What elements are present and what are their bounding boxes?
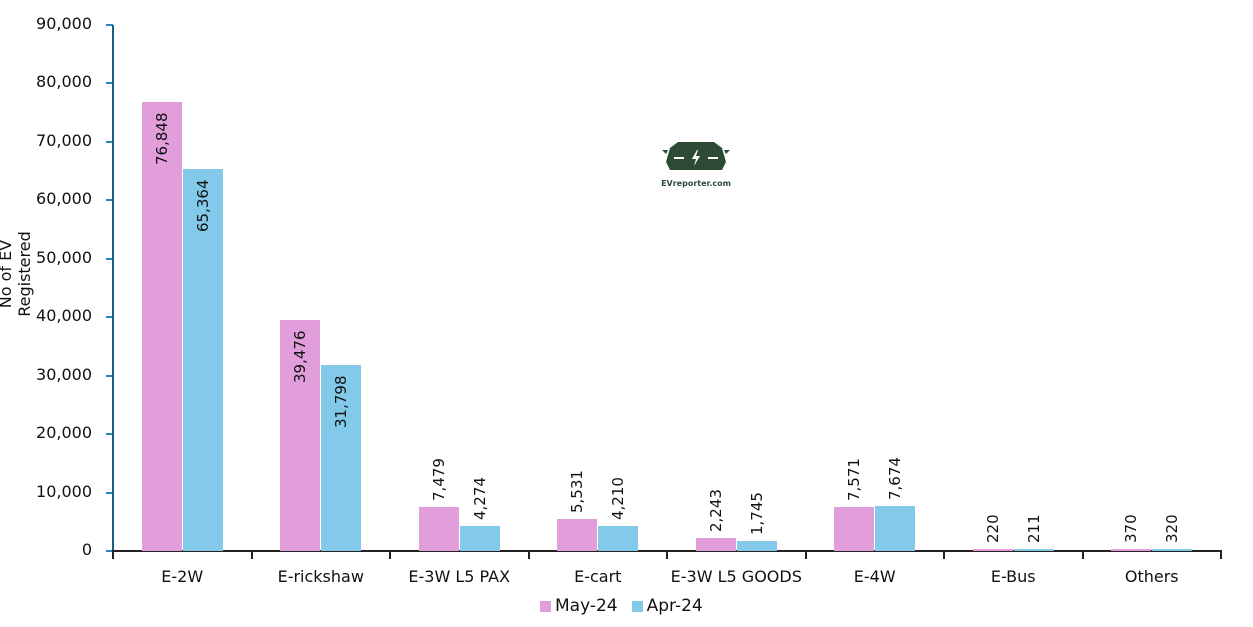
- data-label: 5,531: [568, 469, 587, 513]
- x-category-label: E-3W L5 GOODS: [670, 567, 802, 586]
- y-tick-mark: [106, 433, 113, 436]
- bar-may-24: [972, 549, 1013, 551]
- bar-apr-24: [1013, 549, 1054, 551]
- x-category-label: E-2W: [161, 567, 204, 586]
- bar-apr-24: [875, 506, 916, 551]
- x-tick-mark: [804, 551, 807, 559]
- x-tick-mark: [389, 551, 391, 559]
- data-label: 220: [983, 514, 1002, 543]
- y-tick-mark: [106, 140, 113, 143]
- x-tick-mark: [527, 551, 530, 559]
- y-tick-mark: [106, 491, 113, 494]
- data-label: 7,674: [886, 457, 905, 501]
- y-tick-label: 90,000: [36, 14, 92, 33]
- data-label: 211: [1024, 514, 1043, 543]
- bar-may-24: [280, 320, 321, 551]
- data-label: 39,476: [291, 330, 310, 384]
- data-label: 320: [1163, 514, 1182, 543]
- watermark-logo: EVreporter.com: [656, 140, 736, 188]
- x-tick-mark: [1220, 551, 1222, 559]
- x-category-label: Others: [1124, 567, 1179, 586]
- y-tick-mark: [106, 82, 113, 85]
- y-axis-line: [112, 25, 114, 552]
- y-tick-label: 80,000: [36, 72, 92, 92]
- car-charging-icon: [662, 142, 730, 170]
- x-category-label: E-4W: [853, 567, 896, 586]
- x-category-label: E-rickshaw: [277, 567, 364, 586]
- bar-apr-24: [598, 526, 639, 551]
- y-tick-label: 10,000: [36, 481, 92, 501]
- y-tick-mark: [106, 374, 113, 377]
- x-category-label: E-cart: [574, 567, 622, 586]
- legend-item-may: May-24: [540, 596, 618, 616]
- bar-may-24: [418, 507, 459, 551]
- data-label: 31,798: [332, 375, 351, 429]
- x-tick-mark: [112, 551, 114, 559]
- x-category-label: E-3W L5 PAX: [408, 567, 511, 586]
- data-label: 4,210: [609, 477, 628, 521]
- y-tick-label: 30,000: [36, 364, 92, 384]
- data-label: 4,274: [470, 477, 489, 521]
- data-label: 65,364: [193, 179, 212, 233]
- legend: May-24 Apr-24: [540, 596, 711, 616]
- x-tick-mark: [250, 551, 253, 559]
- bar-apr-24: [459, 526, 500, 551]
- y-tick-label: 60,000: [36, 189, 92, 209]
- x-tick-mark: [943, 551, 945, 559]
- bar-apr-24: [321, 365, 362, 551]
- legend-swatch-may: [540, 600, 551, 612]
- bar-may-24: [557, 518, 598, 551]
- legend-label-may: May-24: [555, 596, 618, 616]
- data-label: 2,243: [706, 488, 725, 532]
- y-tick-mark: [106, 257, 113, 260]
- y-tick-label: 50,000: [36, 247, 92, 267]
- data-label: 7,479: [429, 458, 448, 502]
- bar-apr-24: [1152, 549, 1193, 551]
- y-tick-mark: [106, 199, 113, 202]
- y-axis-title: No of EV Registered: [0, 231, 34, 317]
- y-tick-label: 0: [81, 540, 92, 559]
- data-label: 76,848: [152, 112, 171, 166]
- bar-apr-24: [182, 168, 223, 551]
- y-tick-mark: [106, 316, 113, 319]
- bar-apr-24: [736, 540, 777, 551]
- y-tick-mark: [106, 550, 113, 552]
- y-tick-label: 40,000: [36, 306, 92, 326]
- bar-may-24: [834, 506, 875, 551]
- x-tick-mark: [666, 551, 668, 559]
- bar-may-24: [1111, 548, 1152, 551]
- bar-may-24: [695, 537, 736, 551]
- watermark-text: EVreporter.com: [661, 179, 731, 188]
- data-label: 1,745: [747, 491, 766, 535]
- legend-item-apr: Apr-24: [631, 596, 703, 616]
- y-tick-label: 70,000: [36, 130, 92, 150]
- bar-may-24: [141, 101, 182, 551]
- data-label: 370: [1122, 514, 1141, 543]
- data-label: 7,571: [845, 457, 864, 501]
- x-tick-mark: [1081, 551, 1084, 559]
- y-tick-label: 20,000: [36, 423, 92, 443]
- y-tick-mark: [106, 24, 113, 26]
- x-category-label: E-Bus: [990, 567, 1036, 586]
- legend-label-apr: Apr-24: [646, 596, 703, 616]
- legend-swatch-apr: [631, 600, 643, 612]
